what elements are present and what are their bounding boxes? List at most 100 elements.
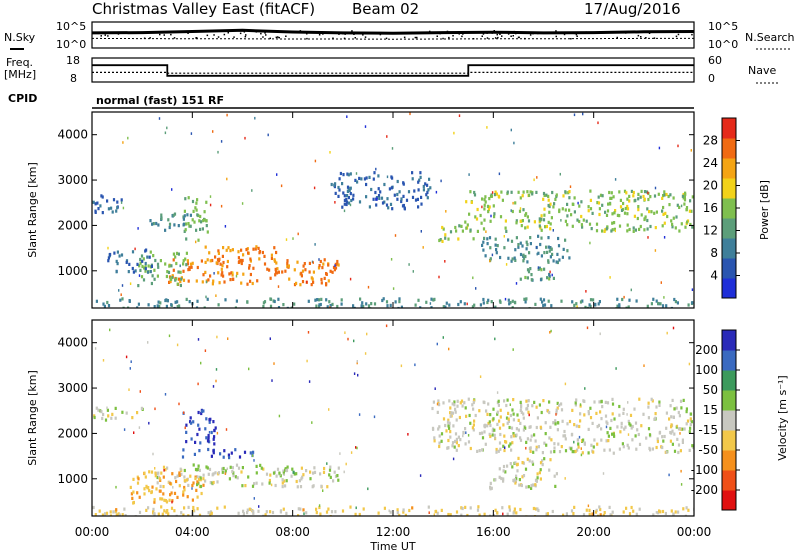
- velocity-cell: [192, 463, 195, 467]
- velocity-cell: [199, 484, 203, 489]
- velocity-cell: [161, 512, 164, 516]
- velocity-cell: [438, 444, 441, 449]
- power-cell: [422, 188, 425, 192]
- velocity-cell: [637, 432, 640, 437]
- velocity-colorbar-label: Velocity [m s⁻¹]: [776, 375, 789, 460]
- nsky-point: [170, 33, 172, 36]
- power-cell: [526, 190, 529, 194]
- power-cell: [329, 304, 332, 308]
- power-scatter-cell: [297, 232, 299, 236]
- velocity-scatter-cell: [178, 402, 180, 406]
- power-cell: [589, 207, 593, 211]
- power-cell: [687, 303, 690, 307]
- power-scatter-cell: [552, 229, 554, 232]
- velocity-cell: [638, 442, 642, 446]
- power-cell: [663, 221, 666, 225]
- power-scatter-cell: [137, 227, 139, 230]
- power-cell: [564, 190, 567, 194]
- velocity-cell: [681, 427, 684, 431]
- velocity-cell: [661, 509, 665, 514]
- velocity-cell: [520, 483, 523, 488]
- velocity-cell: [529, 446, 532, 450]
- velocity-cell: [504, 470, 507, 474]
- power-cell: [648, 210, 651, 214]
- velocity-cell: [519, 438, 523, 442]
- velocity-cell: [206, 466, 209, 470]
- power-cell: [514, 301, 517, 305]
- velocity-cell: [309, 470, 312, 474]
- power-cell: [179, 279, 182, 284]
- power-scatter-cell: [549, 270, 551, 274]
- velocity-cell: [194, 467, 198, 472]
- velocity-cell: [450, 411, 453, 415]
- velocity-cell: [449, 435, 452, 439]
- power-cell: [639, 224, 642, 229]
- power-cell: [598, 300, 601, 304]
- velocity-cell: [325, 510, 329, 514]
- velocity-cell: [581, 451, 584, 455]
- velocity-scatter-cell: [452, 457, 455, 461]
- power-colorbar-tick-label: 12: [703, 224, 718, 238]
- velocity-scatter-cell: [564, 477, 566, 480]
- power-cell: [185, 297, 188, 301]
- power-cell: [238, 260, 241, 264]
- power-cell: [346, 172, 349, 176]
- velocity-cell: [456, 404, 459, 408]
- velocity-scatter-cell: [502, 512, 504, 516]
- power-cell: [336, 262, 339, 266]
- power-cell: [561, 255, 564, 259]
- velocity-cell: [510, 448, 513, 452]
- velocity-cell: [507, 411, 510, 415]
- velocity-cell: [95, 406, 98, 410]
- power-cell: [425, 300, 428, 304]
- power-cell: [626, 204, 629, 209]
- power-cell: [545, 245, 548, 249]
- velocity-cell: [576, 438, 579, 442]
- power-cell: [173, 223, 176, 227]
- power-cell: [540, 228, 543, 232]
- power-scatter-cell: [512, 201, 514, 205]
- power-scatter-cell: [510, 128, 512, 132]
- velocity-cell: [521, 475, 524, 479]
- power-cell: [195, 208, 198, 212]
- velocity-scatter-cell: [494, 436, 496, 440]
- velocity-scatter-cell: [347, 337, 349, 341]
- nsky-point: [496, 33, 498, 36]
- power-cell: [111, 210, 114, 214]
- velocity-cell: [609, 513, 612, 516]
- power-cell: [576, 218, 579, 222]
- velocity-scatter-cell: [343, 470, 345, 474]
- velocity-cell: [279, 474, 282, 478]
- power-cell: [160, 216, 163, 220]
- velocity-cell: [169, 481, 172, 486]
- power-cell: [287, 264, 290, 268]
- power-cell: [499, 255, 502, 260]
- power-cell: [234, 306, 237, 308]
- velocity-colorbar-swatch: [722, 450, 736, 471]
- velocity-scatter-cell: [215, 379, 217, 383]
- power-cell: [495, 192, 498, 196]
- velocity-cell: [571, 408, 574, 412]
- velocity-cell: [404, 513, 407, 516]
- power-cell: [241, 258, 244, 263]
- power-cell: [139, 261, 142, 265]
- velocity-cell: [240, 470, 243, 474]
- velocity-cell: [291, 467, 294, 471]
- power-cell: [646, 207, 649, 211]
- nsky-point: [585, 31, 587, 33]
- velocity-scatter-cell: [364, 352, 367, 355]
- velocity-cell: [290, 474, 293, 478]
- power-cell: [626, 207, 630, 211]
- velocity-cell: [658, 400, 661, 404]
- power-scatter-cell: [663, 236, 666, 239]
- power-cell: [543, 267, 546, 271]
- velocity-cell: [449, 430, 452, 434]
- power-cell: [637, 208, 640, 212]
- power-cell: [637, 205, 640, 209]
- power-cell: [514, 258, 517, 262]
- velocity-scatter-cell: [204, 349, 207, 352]
- nsky-point: [269, 37, 271, 40]
- power-cell: [254, 247, 257, 251]
- velocity-cell: [579, 419, 582, 423]
- power-cell: [643, 197, 646, 201]
